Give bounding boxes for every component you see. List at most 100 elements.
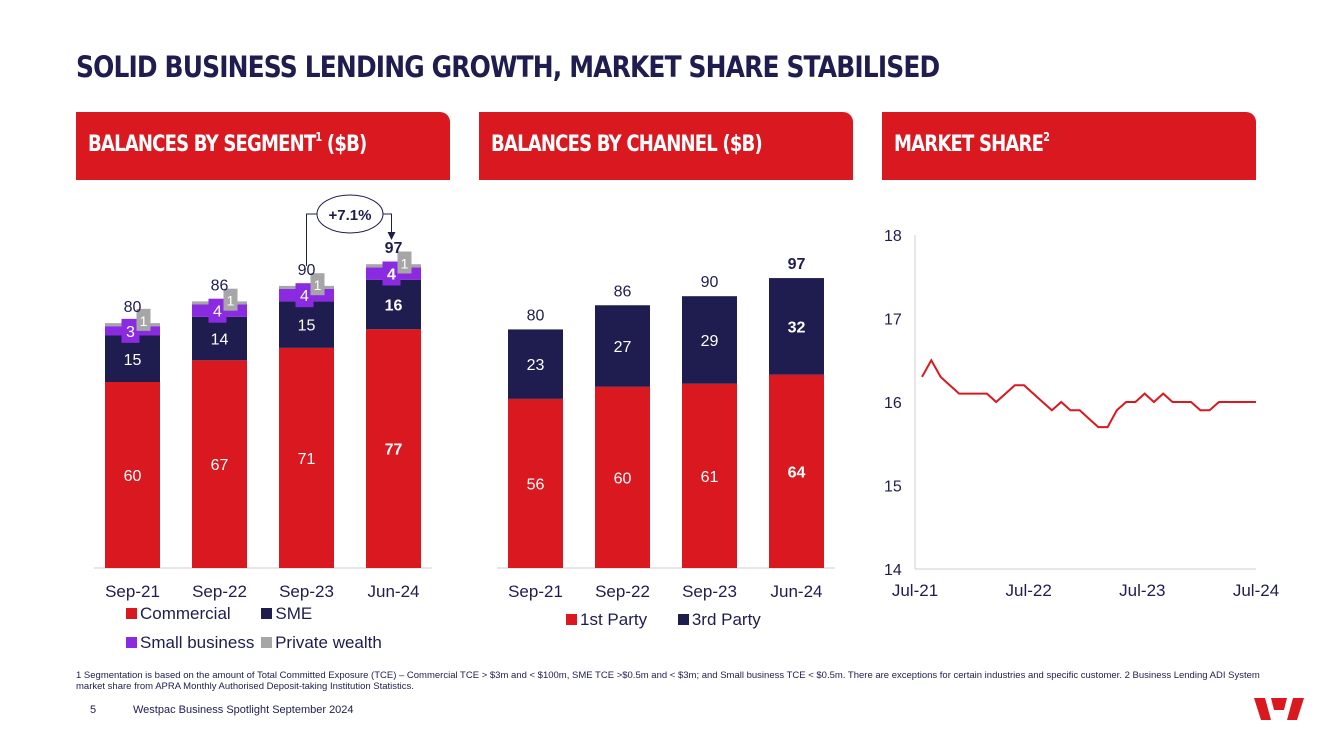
y-tick-label: 16 [884, 395, 902, 412]
bar-sme [192, 316, 247, 361]
segment-panel-unit: ($B) [321, 132, 367, 157]
total-label: 97 [385, 240, 403, 257]
data-label-sme: 15 [124, 352, 142, 369]
data-label-commercial: 67 [211, 457, 229, 474]
commercial-swatch [126, 608, 137, 619]
channel-panel-header: BALANCES BY CHANNEL ($B) [479, 112, 853, 180]
private-wealth-badge [310, 273, 325, 296]
x-tick-label: Sep-23 [682, 582, 737, 601]
y-tick-label: 17 [884, 312, 902, 329]
third-party-swatch [677, 614, 689, 625]
total-label: 86 [614, 283, 632, 300]
data-label-3rd-party: 27 [614, 339, 632, 356]
data-label-3rd-party: 23 [527, 357, 545, 374]
segment-chart: 60153180Sep-2167144186Sep-2271154190Sep-… [94, 194, 432, 601]
footer-text: Westpac Business Spotlight September 202… [133, 704, 354, 716]
data-label-sme: 14 [211, 332, 229, 349]
market-share-line [921, 358, 1256, 429]
total-label: 80 [124, 299, 142, 316]
bar-sme [366, 279, 421, 330]
growth-annotation: +7.1% [329, 207, 372, 224]
growth-arrowhead [387, 232, 396, 240]
x-tick-label: Sep-21 [105, 582, 160, 601]
data-label-small-business: 4 [387, 267, 396, 284]
x-tick-label: Sep-21 [508, 582, 563, 601]
data-label-commercial: 60 [124, 468, 142, 485]
footnote-ref-1: 1 [315, 130, 322, 144]
bar-1st-party [595, 386, 650, 568]
x-tick-label: Jul-23 [1119, 581, 1165, 600]
private-wealth-badge [223, 288, 238, 311]
bar-sme [105, 335, 160, 382]
bar-commercial [105, 382, 160, 568]
data-label-private-wealth: 1 [314, 277, 322, 293]
growth-bubble [316, 194, 384, 234]
x-tick-label: Sep-22 [595, 582, 650, 601]
private-wealth-badge [136, 308, 151, 331]
data-label-1st-party: 64 [788, 464, 806, 481]
small-business-badge [208, 298, 227, 323]
x-tick-label: Jun-24 [368, 582, 420, 601]
segment-panel-header: BALANCES BY SEGMENT1 ($B) [76, 112, 450, 180]
total-label: 80 [527, 307, 545, 324]
small-business-badge [295, 283, 314, 308]
total-label: 90 [701, 274, 719, 291]
bar-1st-party [682, 383, 737, 568]
legend-row: Small business Private wealth [126, 633, 382, 653]
legend-private-wealth: Private wealth [275, 633, 382, 652]
share-panel-title: MARKET SHARE [894, 132, 1044, 157]
data-label-1st-party: 61 [701, 469, 719, 486]
bar-3rd-party [508, 329, 563, 399]
bar-commercial [279, 347, 334, 568]
legend-first-party: 1st Party [580, 610, 648, 629]
total-label: 90 [298, 262, 316, 279]
segment-panel-title: BALANCES BY SEGMENT [88, 132, 316, 157]
y-tick-label: 18 [884, 228, 902, 245]
data-label-1st-party: 60 [614, 470, 632, 487]
first-party-swatch [566, 614, 577, 625]
data-label-1st-party: 56 [527, 476, 545, 493]
channel-chart: 56 23 80 Sep-21 60 27 86 Sep-22 61 29 90 Sep-23 64 32… [497, 256, 835, 601]
total-label: 97 [788, 256, 806, 273]
data-label-sme: 15 [298, 318, 316, 335]
share-panel-header: MARKET SHARE2 [882, 112, 1256, 180]
data-label-small-business: 3 [126, 324, 135, 341]
bar-3rd-party [769, 278, 824, 375]
small-business-badge [121, 318, 140, 343]
total-label: 86 [211, 277, 229, 294]
private-wealth-badge [397, 251, 412, 274]
bar-1st-party [508, 398, 563, 568]
data-label-commercial: 77 [385, 442, 403, 459]
legend-row: Commercial SME [126, 604, 382, 624]
legend-small-business: Small business [140, 633, 255, 652]
bar-commercial [366, 329, 421, 568]
x-tick-label: Jul-21 [892, 581, 938, 600]
x-tick-label: Sep-23 [279, 582, 334, 601]
legend-sme: SME [275, 604, 313, 623]
footnote-ref-2: 2 [1043, 130, 1050, 144]
data-label-private-wealth: 1 [401, 256, 409, 272]
page-number: 5 [90, 704, 97, 716]
sme-swatch [261, 608, 273, 619]
bar-1st-party [769, 374, 824, 568]
small-business-badge [382, 261, 401, 286]
data-label-commercial: 71 [298, 451, 316, 468]
channel-legend: 1st Party 3rd Party [566, 610, 761, 630]
x-tick-label: Sep-22 [192, 582, 247, 601]
bar-sme [279, 301, 334, 348]
data-label-sme: 16 [385, 298, 403, 315]
legend-commercial: Commercial [140, 604, 231, 623]
page-title: SOLID BUSINESS LENDING GROWTH, MARKET SH… [76, 50, 940, 84]
segment-legend: Commercial SME Small business Private we… [126, 604, 382, 653]
data-label-private-wealth: 1 [227, 293, 235, 309]
private-wealth-swatch [261, 637, 273, 648]
market-share-chart: 18 17 16 15 14 Jul-21 Jul-22 Jul-23 Jul-24 [884, 228, 1279, 600]
bar-commercial [192, 360, 247, 568]
data-label-private-wealth: 1 [140, 313, 148, 329]
data-label-3rd-party: 32 [788, 319, 806, 336]
y-tick-label: 14 [884, 562, 902, 579]
data-label-small-business: 4 [213, 304, 222, 321]
legend-third-party: 3rd Party [691, 610, 761, 629]
westpac-logo-icon [1254, 698, 1304, 720]
small-business-swatch [126, 637, 137, 648]
